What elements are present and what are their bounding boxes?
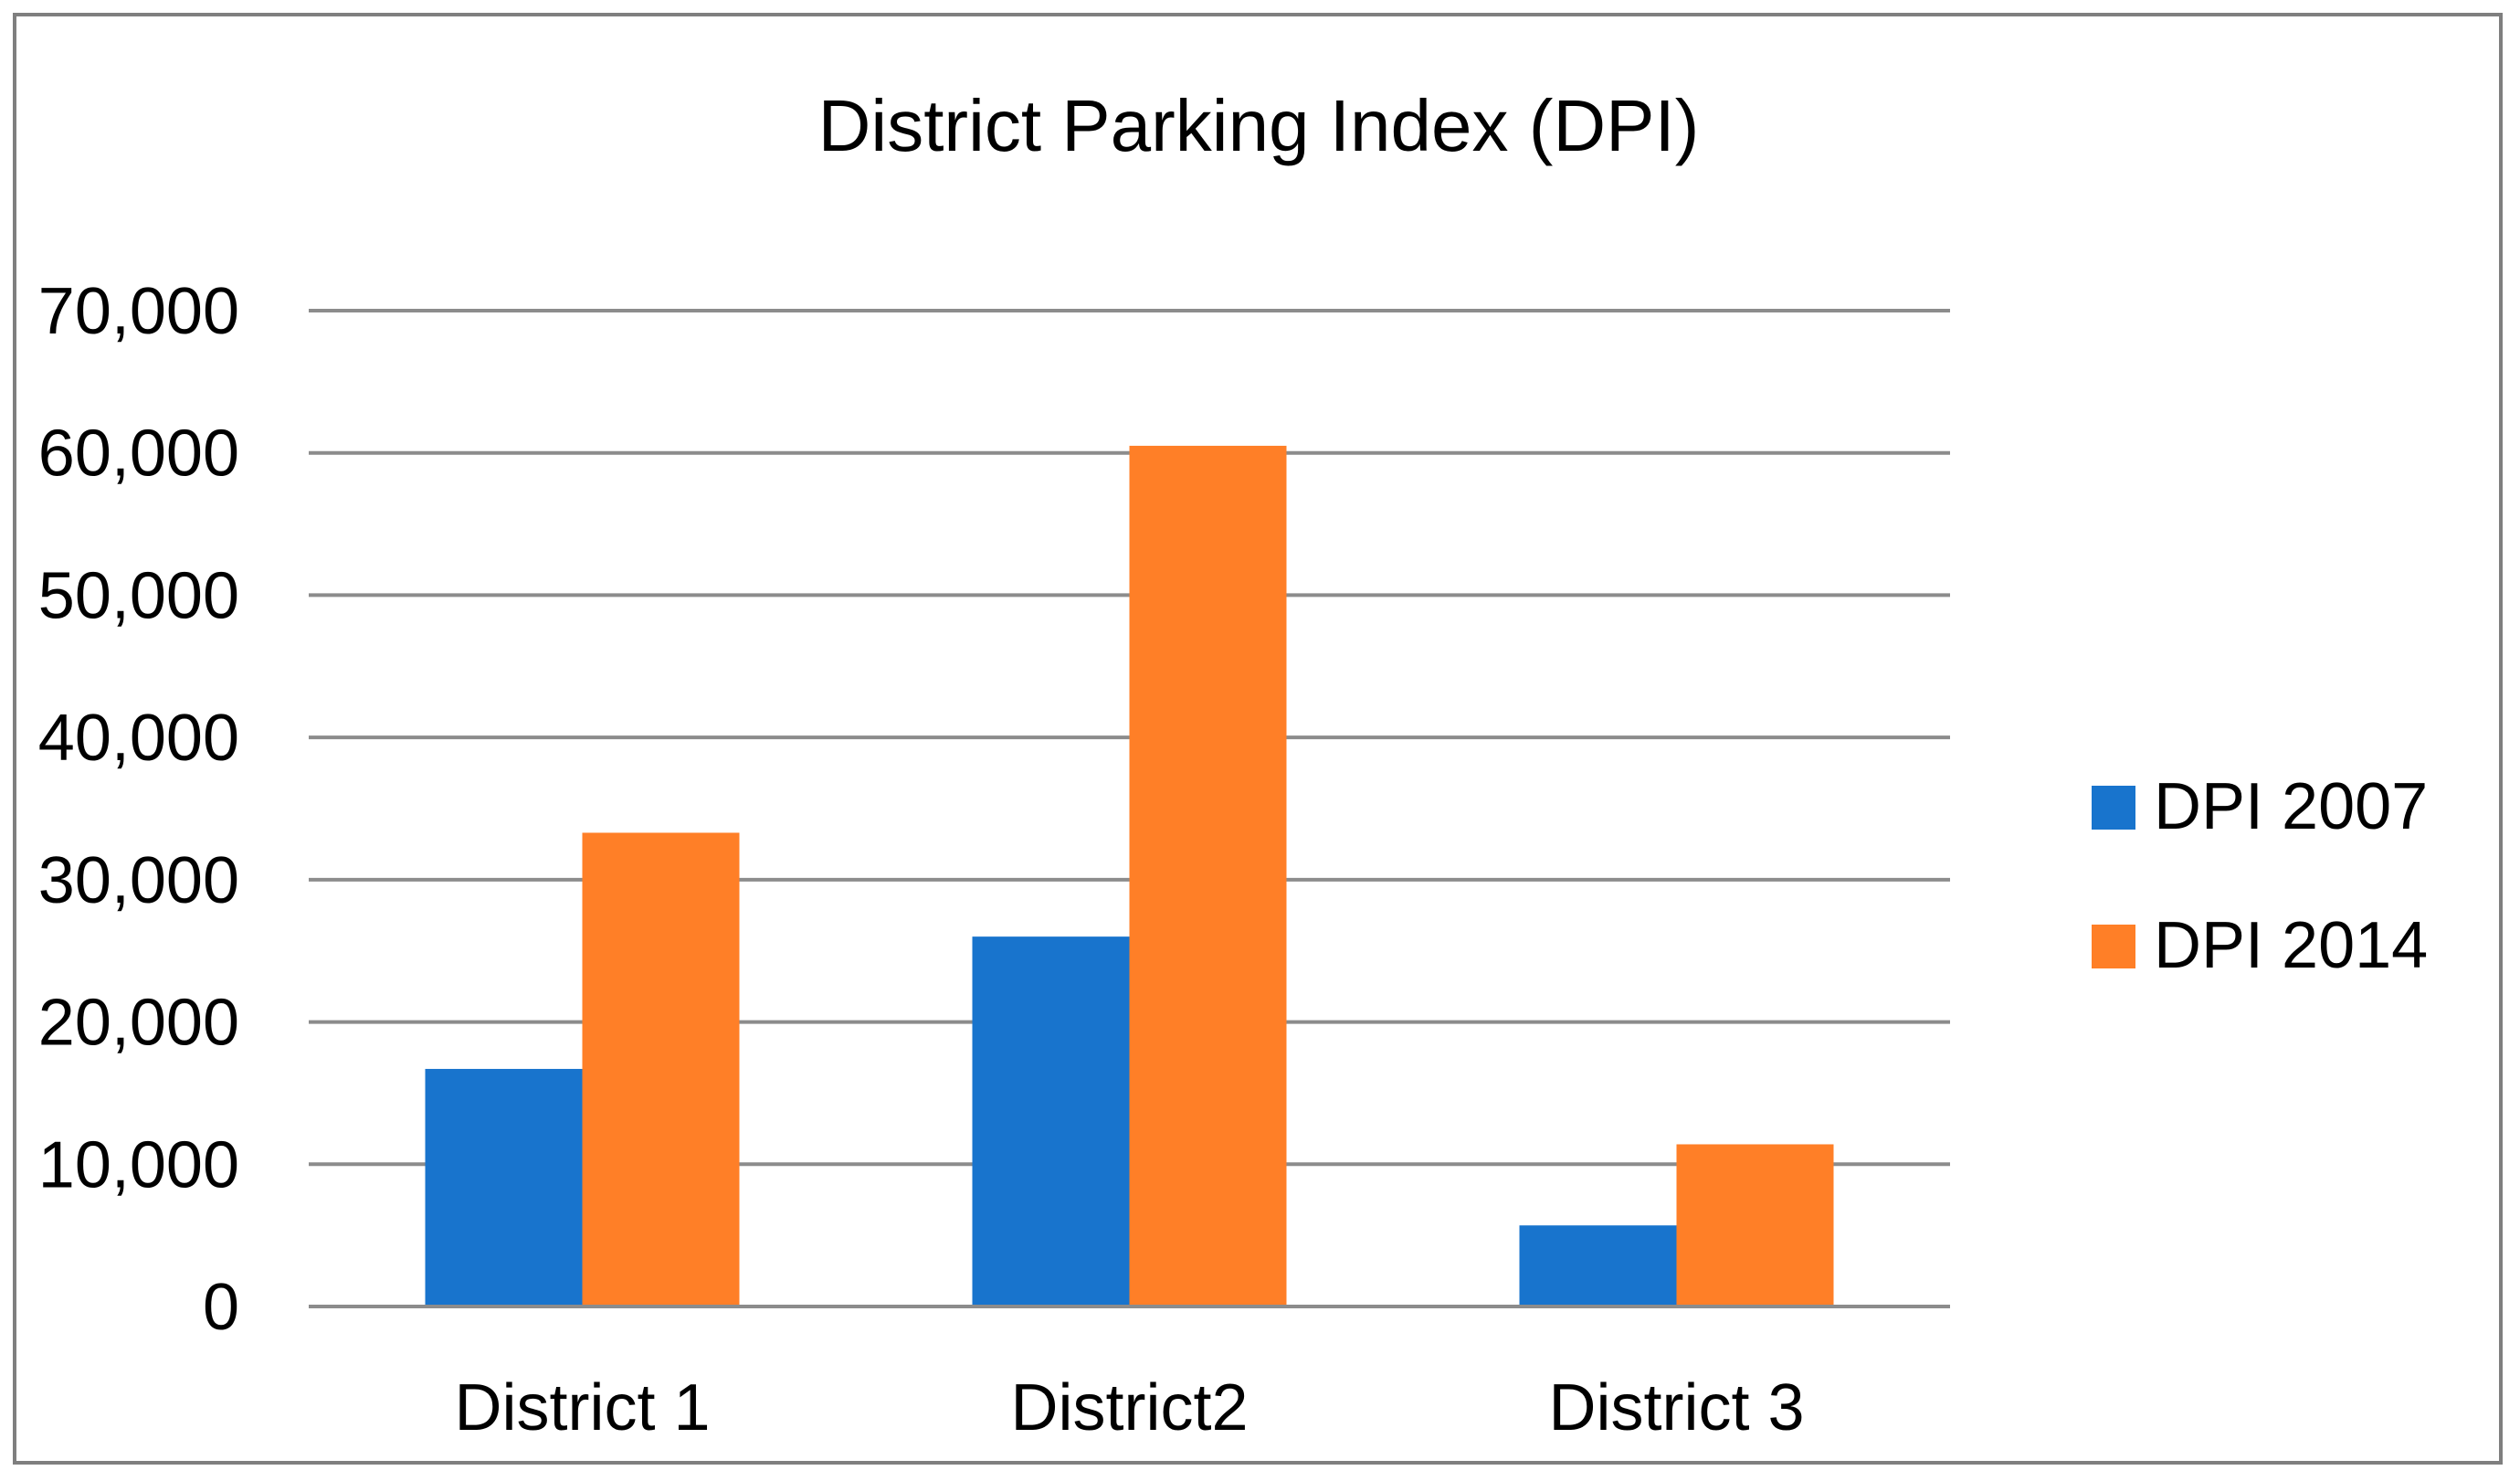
bar-dpi-2014-2: [1129, 445, 1287, 1306]
y-tick-label: 50,000: [38, 559, 239, 632]
y-tick-label: 30,000: [38, 844, 239, 917]
y-axis-tick-labels: 0 10,000 20,000 30,000 40,000 50,000 60,000 70,…: [38, 275, 239, 1344]
y-tick-label: 40,000: [38, 702, 239, 775]
y-tick-label: 60,000: [38, 418, 239, 491]
chart-title: District Parking Index (DPI): [818, 85, 1700, 166]
legend-swatch: [2092, 786, 2135, 830]
y-tick-label: 0: [203, 1271, 239, 1344]
y-tick-label: 10,000: [38, 1128, 239, 1201]
y-tick-label: 70,000: [38, 275, 239, 348]
legend-label: DPI 2014: [2154, 909, 2428, 982]
bar-dpi-2014-3: [1676, 1144, 1834, 1306]
bars: [425, 445, 1834, 1306]
y-tick-label: 20,000: [38, 987, 239, 1060]
x-category-label: District 1: [454, 1371, 710, 1444]
bar-dpi-2014-1: [582, 832, 740, 1306]
x-category-label: District 3: [1548, 1371, 1804, 1444]
legend-swatch: [2092, 925, 2135, 968]
legend: DPI 2007 DPI 2014: [2092, 770, 2428, 982]
bar-dpi-2007-3: [1519, 1225, 1677, 1306]
legend-label: DPI 2007: [2154, 770, 2428, 843]
x-category-label: District2: [1010, 1371, 1248, 1444]
bar-dpi-2007-1: [425, 1068, 583, 1306]
bar-dpi-2007-2: [972, 936, 1130, 1306]
x-axis-category-labels: District 1 District2 District 3: [454, 1371, 1804, 1444]
